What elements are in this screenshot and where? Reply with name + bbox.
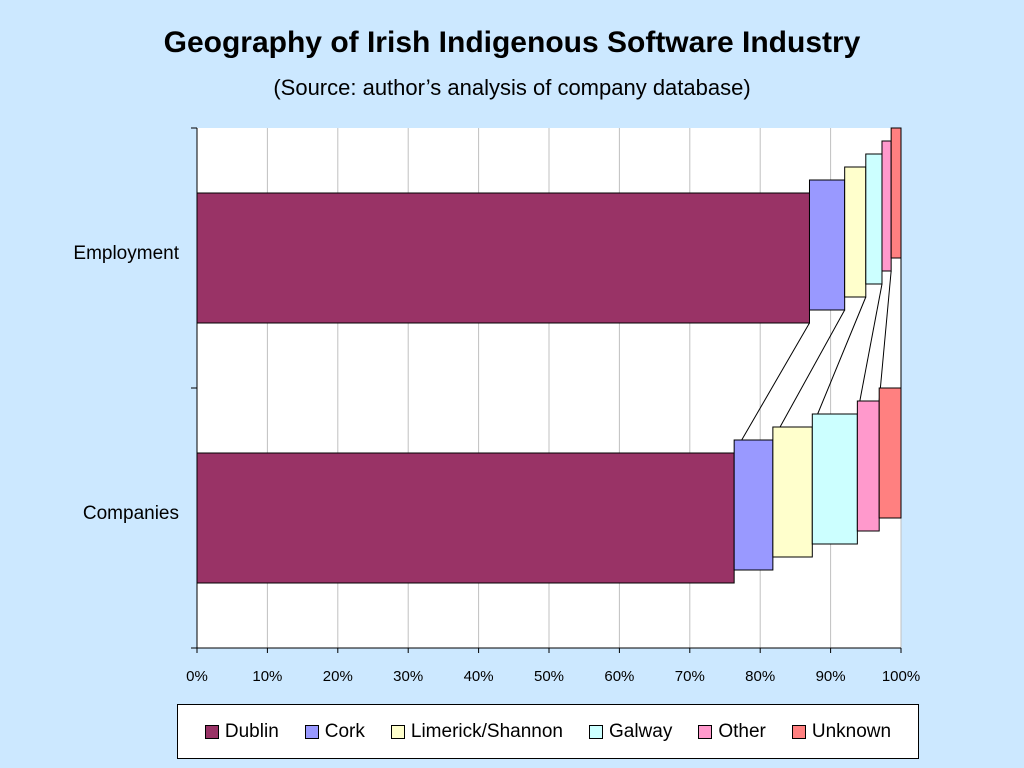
chart-title: Geography of Irish Indigenous Software I… [163,26,861,59]
x-tick-label: 80% [745,668,775,685]
x-tick-label: 20% [323,668,353,685]
legend-item: Unknown [791,720,892,743]
legend-label: Unknown [811,720,892,742]
bar-companies-limerick-shannon [772,426,813,558]
bar-employment-dublin [196,192,810,324]
category-label: Employment [73,243,179,264]
legend-swatch [791,724,806,739]
bar-employment-limerick-shannon [844,166,867,298]
bar-employment-cork [808,179,846,311]
legend-swatch [304,724,319,739]
legend-item: Other [698,721,766,743]
chart-legend: Dublin Cork Limerick/Shannon Galway Other Unk… [177,704,919,759]
legend-label: Dublin [224,720,279,742]
series-line [733,322,810,454]
legend-label: Galway [608,720,673,742]
legend-swatch [390,724,405,739]
bar-companies-cork [733,439,774,571]
bar-companies-galway [811,413,858,545]
legend-swatch [588,724,603,739]
series-line [811,296,867,428]
legend-item: Galway [588,720,673,743]
category-label: Companies [83,503,179,524]
x-tick-label: 90% [816,668,846,685]
legend-label: Cork [324,720,365,742]
legend-item: Dublin [204,720,279,743]
x-tick-label: 40% [464,668,494,685]
bar-employment-galway [865,153,883,285]
x-tick-label: 50% [534,668,564,685]
x-tick-label: 0% [186,668,208,685]
bar-companies-dublin [196,452,735,584]
series-line [772,309,846,441]
legend-item: Limerick/Shannon [390,720,563,743]
x-tick-label: 70% [675,668,705,685]
bar-employment-other [881,140,892,272]
legend-label: Limerick/Shannon [410,720,563,742]
chart-subtitle: (Source: author’s analysis of company da… [273,75,751,100]
legend-item: Cork [304,720,365,743]
x-tick-label: 30% [393,668,423,685]
bar-companies-other [856,400,880,532]
legend-label: Other [718,720,766,742]
x-tick-label: 60% [604,668,634,685]
series-line [856,283,883,415]
bar-companies-unknown [878,387,902,519]
series-line [878,270,892,402]
x-tick-label: 100% [882,668,920,685]
legend-swatch [698,724,713,739]
legend-swatch [204,724,219,739]
x-tick-label: 10% [252,668,282,685]
bar-employment-unknown [890,127,902,259]
